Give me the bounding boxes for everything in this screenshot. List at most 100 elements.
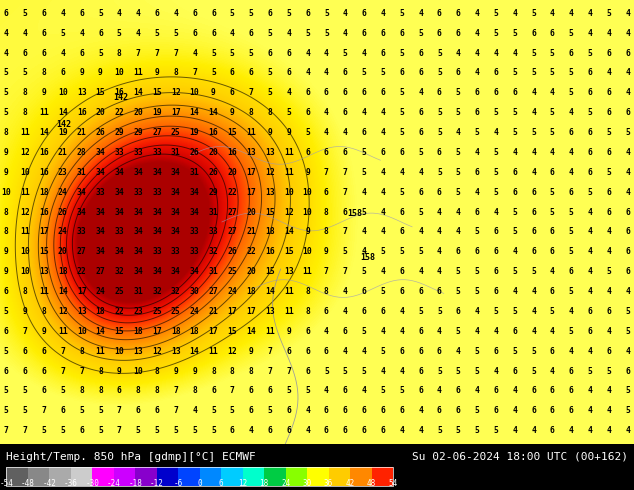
Text: 5: 5 — [493, 168, 498, 177]
Text: 7: 7 — [173, 49, 178, 57]
Text: 4: 4 — [588, 267, 592, 276]
Text: 5: 5 — [569, 69, 574, 77]
Text: 5: 5 — [4, 387, 9, 395]
Bar — [71, 467, 93, 486]
Text: 6: 6 — [531, 227, 536, 236]
Text: 5: 5 — [361, 69, 366, 77]
Text: 5: 5 — [550, 69, 555, 77]
Text: 6: 6 — [324, 188, 329, 196]
Text: 6: 6 — [399, 69, 404, 77]
Text: 13: 13 — [265, 188, 275, 196]
Text: 5: 5 — [305, 29, 310, 38]
Bar — [286, 467, 307, 486]
Text: 6: 6 — [361, 307, 366, 316]
Text: 6: 6 — [606, 88, 611, 98]
Text: 6: 6 — [418, 327, 423, 336]
Text: 6: 6 — [475, 208, 479, 217]
Text: 5: 5 — [569, 208, 574, 217]
Text: 15: 15 — [152, 88, 162, 98]
Text: 6: 6 — [4, 287, 9, 296]
Text: 4: 4 — [550, 88, 555, 98]
Text: 14: 14 — [58, 108, 68, 117]
Text: 6: 6 — [230, 88, 235, 98]
Bar — [328, 467, 350, 486]
Text: 9: 9 — [192, 367, 197, 375]
Text: 48: 48 — [367, 479, 376, 488]
Text: 5: 5 — [531, 128, 536, 137]
Text: 27: 27 — [228, 208, 237, 217]
Text: 34: 34 — [133, 227, 143, 236]
Text: 9: 9 — [305, 168, 310, 177]
Text: 8: 8 — [324, 287, 329, 296]
Text: 4: 4 — [192, 49, 197, 57]
Text: 19: 19 — [152, 108, 162, 117]
Text: 5: 5 — [456, 267, 461, 276]
Text: 4: 4 — [437, 327, 442, 336]
Text: 7: 7 — [343, 227, 347, 236]
Text: 5: 5 — [606, 168, 611, 177]
Text: 4: 4 — [569, 307, 574, 316]
Text: 24: 24 — [281, 479, 290, 488]
Text: 5: 5 — [23, 387, 28, 395]
Text: 6: 6 — [343, 148, 347, 157]
Text: 6: 6 — [136, 406, 141, 415]
Text: 4: 4 — [343, 346, 347, 356]
Text: 11: 11 — [284, 307, 294, 316]
Text: 6: 6 — [324, 148, 329, 157]
Text: 6: 6 — [418, 108, 423, 117]
Text: 11: 11 — [20, 227, 30, 236]
Text: 6: 6 — [399, 406, 404, 415]
Text: 5: 5 — [418, 208, 423, 217]
Text: 4: 4 — [606, 287, 611, 296]
Text: 4: 4 — [512, 49, 517, 57]
Text: 4: 4 — [569, 9, 574, 18]
Text: 4: 4 — [625, 69, 630, 77]
Text: 17: 17 — [209, 327, 218, 336]
Text: 6: 6 — [361, 9, 366, 18]
Text: 6: 6 — [437, 287, 442, 296]
Text: 4: 4 — [456, 49, 461, 57]
Text: 4: 4 — [588, 208, 592, 217]
Text: 20: 20 — [58, 247, 68, 256]
Text: 5: 5 — [512, 208, 517, 217]
Text: 6: 6 — [23, 367, 28, 375]
Text: -36: -36 — [64, 479, 78, 488]
Text: 4: 4 — [493, 208, 498, 217]
Text: 4: 4 — [512, 387, 517, 395]
Text: 6: 6 — [399, 287, 404, 296]
Text: 5: 5 — [361, 208, 366, 217]
Text: 23: 23 — [58, 168, 68, 177]
Text: 4: 4 — [380, 108, 385, 117]
Text: 34: 34 — [77, 188, 86, 196]
Text: 11: 11 — [265, 327, 275, 336]
Text: 5: 5 — [606, 9, 611, 18]
Text: 7: 7 — [60, 346, 65, 356]
Text: 8: 8 — [211, 367, 216, 375]
Text: 5: 5 — [475, 227, 479, 236]
Text: 15: 15 — [284, 247, 294, 256]
Text: 22: 22 — [228, 188, 237, 196]
Text: 34: 34 — [133, 168, 143, 177]
Text: 42: 42 — [346, 479, 355, 488]
Text: 7: 7 — [343, 267, 347, 276]
Text: 6: 6 — [569, 128, 574, 137]
Text: 5: 5 — [361, 148, 366, 157]
Bar — [307, 467, 328, 486]
Bar — [135, 467, 157, 486]
Text: 11: 11 — [284, 168, 294, 177]
Text: 7: 7 — [4, 426, 9, 435]
Text: 6: 6 — [588, 327, 592, 336]
Text: 13: 13 — [284, 267, 294, 276]
Text: 5: 5 — [23, 9, 28, 18]
Text: 5: 5 — [343, 49, 347, 57]
Text: 17: 17 — [246, 168, 256, 177]
Text: 34: 34 — [96, 208, 105, 217]
Text: 5: 5 — [493, 148, 498, 157]
Text: 5: 5 — [361, 367, 366, 375]
Text: 6: 6 — [456, 387, 461, 395]
Text: 8: 8 — [305, 307, 310, 316]
Text: 6: 6 — [437, 346, 442, 356]
Text: 6: 6 — [23, 49, 28, 57]
Text: 6: 6 — [625, 227, 630, 236]
Text: 15: 15 — [228, 327, 237, 336]
